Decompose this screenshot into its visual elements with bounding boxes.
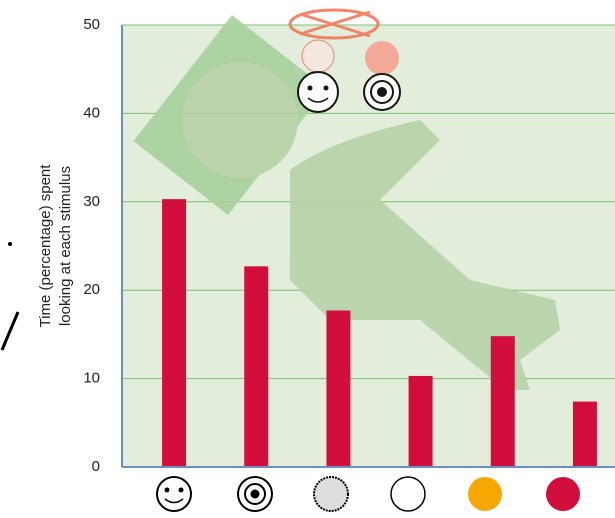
bar [572, 401, 597, 467]
y-tick-label: 40 [83, 104, 100, 121]
y-tick-label: 20 [83, 281, 100, 298]
y-axis-label: Time (percentage) spent [37, 164, 54, 328]
y-tick-label: 50 [83, 16, 100, 33]
background-illustration [133, 8, 560, 390]
y-tick-label: 30 [83, 193, 100, 210]
y-tick-label: 10 [83, 370, 100, 387]
cropped-mark [0, 311, 20, 351]
bar [408, 375, 433, 467]
bar [326, 310, 351, 467]
y-axis-label: looking at each stimulus [57, 166, 74, 326]
bar [162, 199, 187, 467]
cropped-mark [8, 242, 12, 246]
bar [490, 336, 515, 467]
category-icons [156, 476, 580, 512]
bar [244, 266, 269, 467]
y-tick-label: 0 [92, 458, 100, 475]
